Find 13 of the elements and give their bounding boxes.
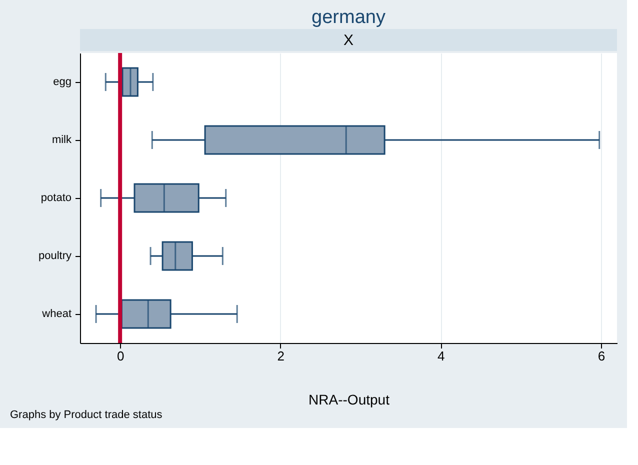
y-tick-label: wheat bbox=[41, 308, 72, 320]
x-tick-label: 0 bbox=[116, 348, 124, 364]
chart-title: germany bbox=[312, 7, 386, 28]
text: Graphs by Product trade status bbox=[10, 409, 163, 421]
y-tick-label: egg bbox=[53, 76, 72, 88]
chart-subtitle: X bbox=[343, 32, 354, 49]
y-tick-label: milk bbox=[52, 134, 72, 146]
x-tick-label: 2 bbox=[277, 348, 284, 364]
x-axis-title: NRA--Output bbox=[308, 392, 390, 408]
y-tick-label: potato bbox=[40, 192, 72, 204]
y-tick-label: poultry bbox=[38, 250, 72, 262]
x-tick-label: 4 bbox=[438, 348, 445, 364]
x-tick-label: 6 bbox=[598, 348, 606, 364]
